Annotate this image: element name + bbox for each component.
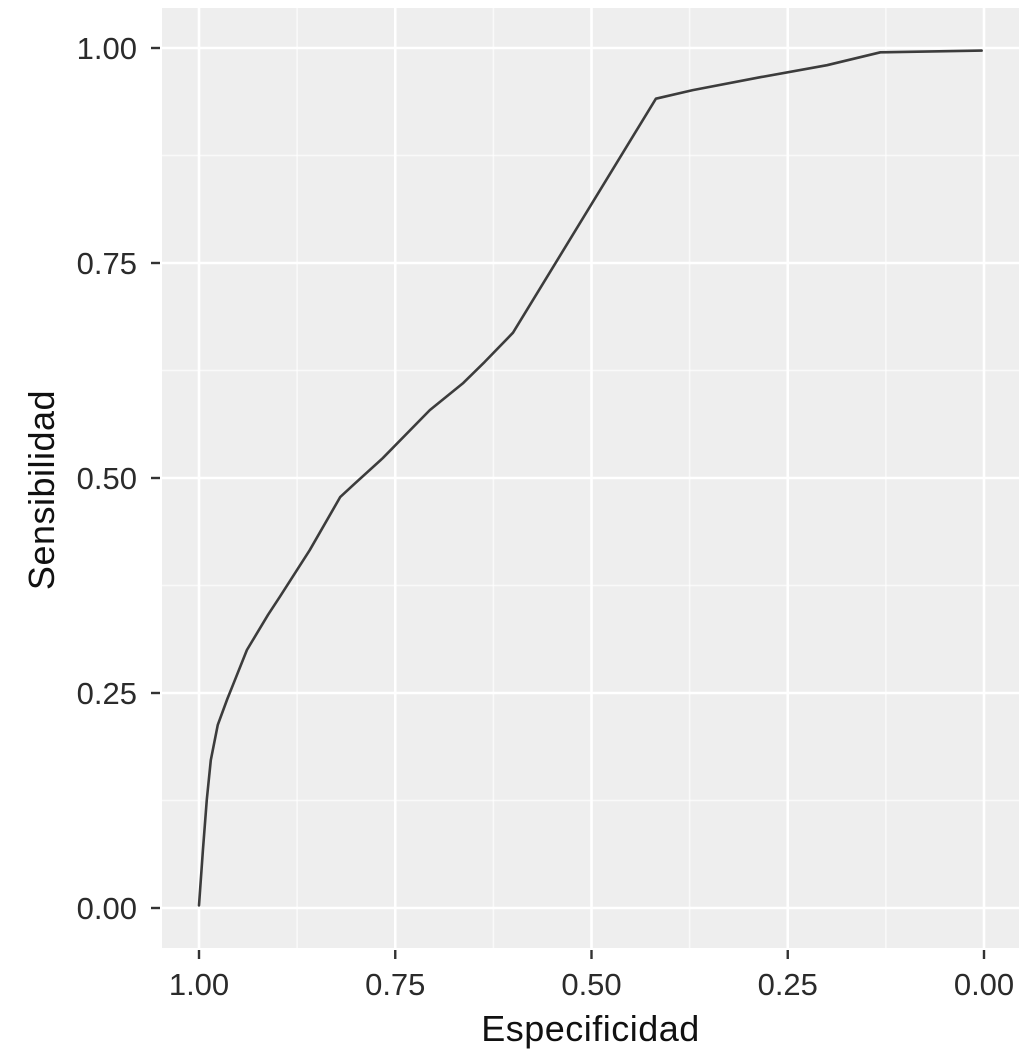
y-axis-tick-label: 0.00 <box>77 891 137 926</box>
y-axis-tick-label: 1.00 <box>77 31 137 66</box>
y-axis-tick-label: 0.75 <box>77 246 137 281</box>
axis-tick-marks <box>151 46 986 959</box>
major-gridlines <box>162 8 1019 948</box>
y-axis-title: Sensibilidad <box>21 389 62 591</box>
x-axis-tick-label: 0.50 <box>561 967 621 1002</box>
x-axis-tick-label: 0.00 <box>954 967 1014 1002</box>
x-axis-tick-label: 0.75 <box>365 967 425 1002</box>
y-axis-tick-labels: 0.00 0.25 0.50 0.75 1.00 <box>77 31 137 926</box>
x-axis-tick-label: 0.25 <box>758 967 818 1002</box>
y-axis-tick-label: 0.50 <box>77 461 137 496</box>
x-axis-tick-label: 1.00 <box>169 967 229 1002</box>
x-axis-tick-labels: 1.00 0.75 0.50 0.25 0.00 <box>169 967 1014 1002</box>
x-axis-title: Especificidad <box>481 1008 700 1049</box>
roc-curve-line <box>197 49 983 907</box>
y-axis-tick-label: 0.25 <box>77 676 137 711</box>
